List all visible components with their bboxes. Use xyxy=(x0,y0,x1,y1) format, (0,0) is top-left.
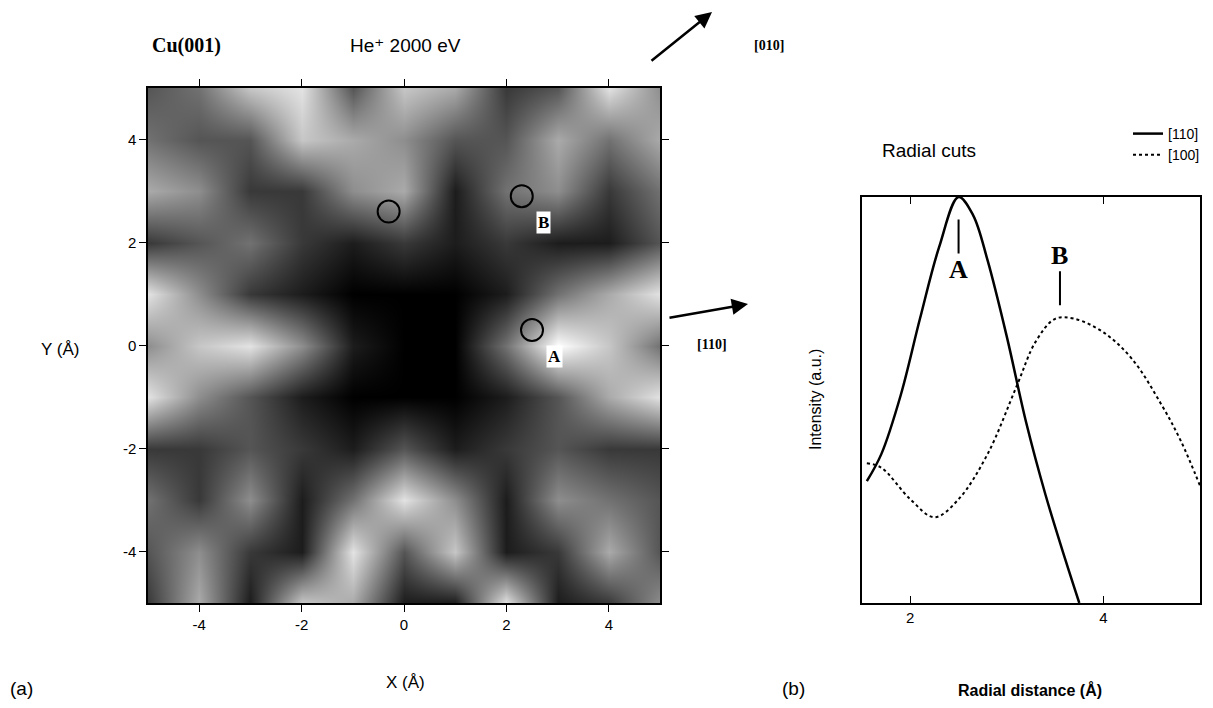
svg-text:[100]: [100] xyxy=(1168,147,1199,163)
svg-text:(a): (a) xyxy=(10,678,33,699)
svg-text:4: 4 xyxy=(1099,609,1107,626)
svg-text:He⁺ 2000 eV: He⁺ 2000 eV xyxy=(350,35,461,56)
svg-text:2: 2 xyxy=(906,609,914,626)
svg-text:Radial cuts: Radial cuts xyxy=(882,140,976,161)
svg-text:B: B xyxy=(538,213,549,232)
svg-text:0: 0 xyxy=(400,616,408,633)
svg-text:2: 2 xyxy=(128,234,136,251)
svg-text:Intensity (a.u.): Intensity (a.u.) xyxy=(807,349,824,450)
svg-text:B: B xyxy=(1051,241,1068,270)
svg-text:Cu(001): Cu(001) xyxy=(152,34,221,57)
svg-text:[110]: [110] xyxy=(697,337,727,352)
svg-text:[010]: [010] xyxy=(754,38,784,53)
svg-text:Y (Å): Y (Å) xyxy=(41,340,79,359)
svg-text:-4: -4 xyxy=(193,616,206,633)
svg-text:0: 0 xyxy=(128,337,136,354)
svg-text:-2: -2 xyxy=(295,616,308,633)
svg-text:(b): (b) xyxy=(782,678,805,699)
svg-text:X (Å): X (Å) xyxy=(386,673,425,692)
svg-text:[110]: [110] xyxy=(1168,126,1198,142)
svg-text:-2: -2 xyxy=(123,440,136,457)
svg-text:4: 4 xyxy=(605,616,613,633)
svg-text:A: A xyxy=(548,347,561,366)
svg-text:Radial distance (Å): Radial distance (Å) xyxy=(958,681,1102,699)
svg-text:4: 4 xyxy=(128,131,136,148)
svg-text:2: 2 xyxy=(502,616,510,633)
svg-text:-4: -4 xyxy=(123,543,136,560)
svg-text:A: A xyxy=(949,255,968,284)
